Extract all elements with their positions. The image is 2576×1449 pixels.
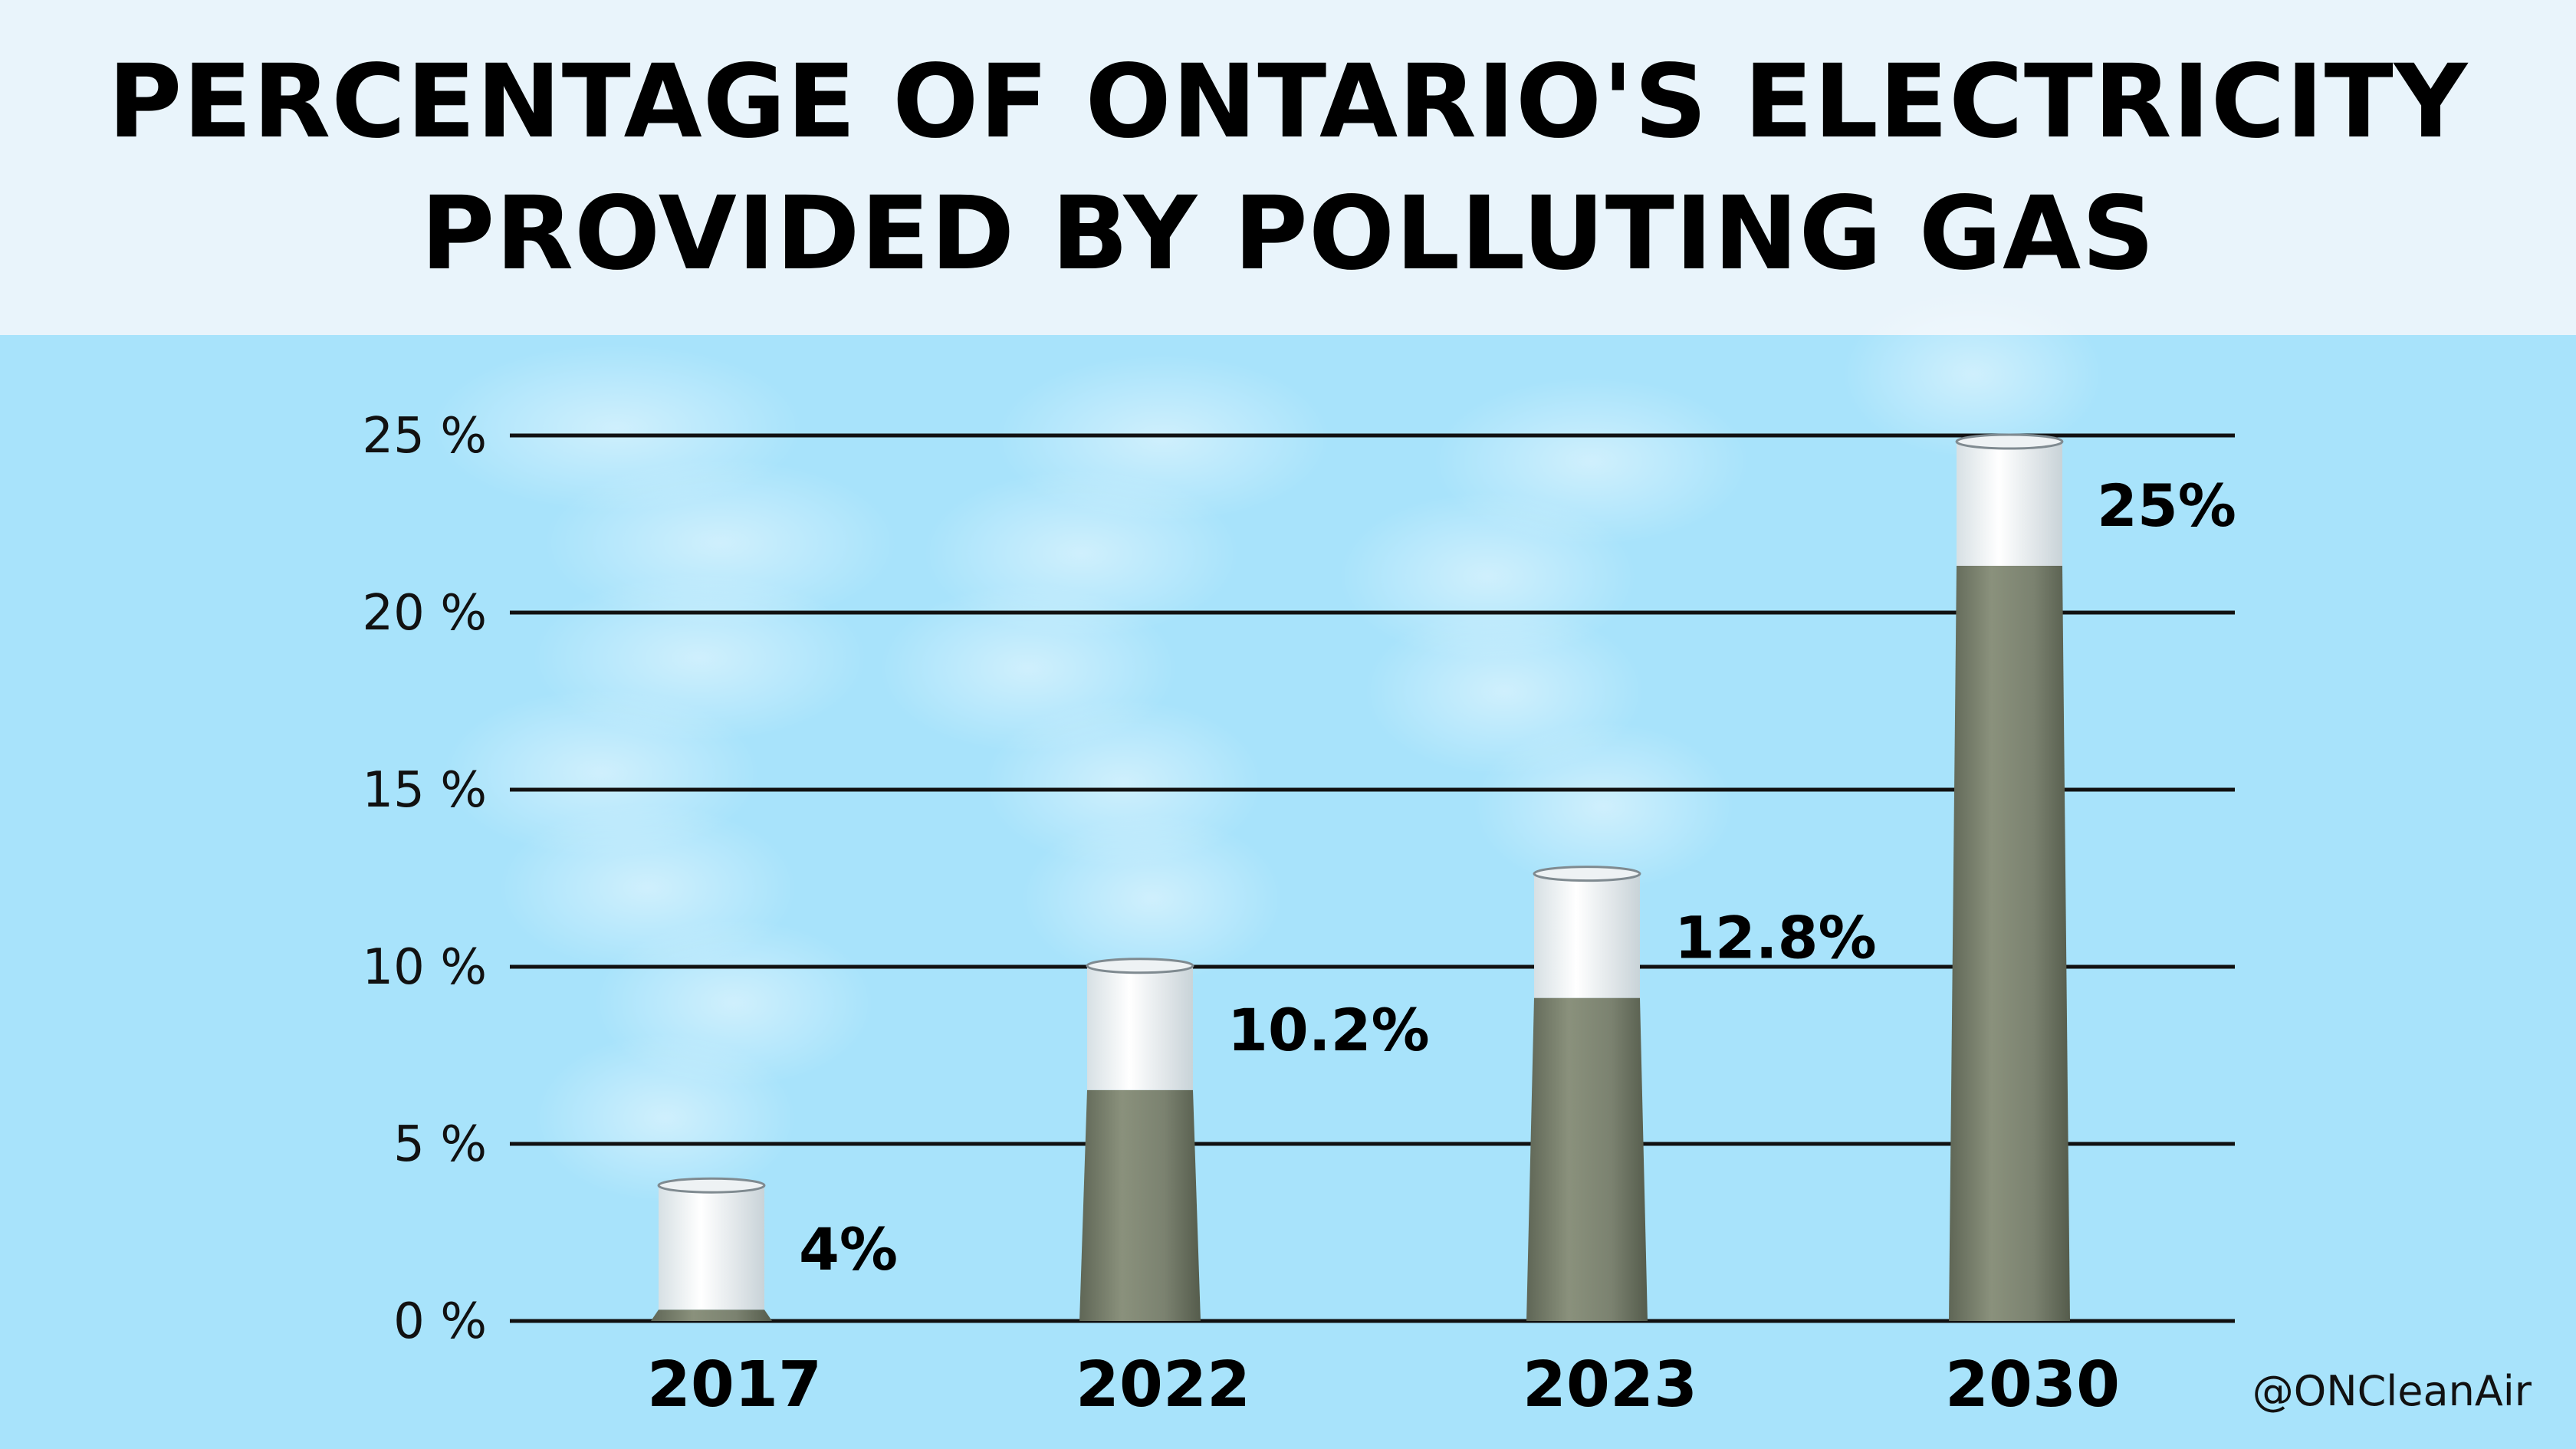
bar-2022: [1079, 958, 1201, 1321]
data-label: 12.8%: [1674, 904, 1877, 972]
y-tick-label: 25 %: [362, 408, 487, 465]
smokestack-cap: [1957, 442, 2062, 566]
x-category-label: 2030: [1945, 1349, 2120, 1421]
smoke-puff: [432, 343, 803, 513]
smokestack-rim: [657, 1177, 766, 1194]
bars: [651, 433, 2070, 1321]
smokestack-body: [1526, 997, 1648, 1321]
x-category-label: 2022: [1076, 1349, 1250, 1421]
header-banner: PERCENTAGE OF ONTARIO'S ELECTRICITY PROV…: [0, 0, 2576, 335]
x-category-label: 2017: [647, 1349, 822, 1421]
smokestack-rim: [1533, 866, 1641, 882]
smoke-puff: [995, 353, 1330, 523]
smoke-puff: [1842, 290, 2104, 458]
social-handle: @ONCleanAir: [2252, 1367, 2532, 1415]
smokestack-cap: [1087, 965, 1193, 1090]
smokestack-body: [651, 1309, 772, 1321]
data-label: 4%: [799, 1215, 898, 1283]
data-label: 25%: [2097, 472, 2236, 540]
data-labels: 4% 10.2% 12.8% 25%: [799, 472, 2236, 1283]
smoke-plumes: [432, 290, 2104, 1203]
x-category-label: 2023: [1523, 1349, 1697, 1421]
smokestack-body: [1949, 566, 2070, 1321]
smokestack-cap: [659, 1185, 764, 1310]
smokestack-cap: [1534, 873, 1640, 998]
smokestack-body: [1079, 1089, 1201, 1321]
x-axis-categories: 2017 2022 2023 2030: [647, 1349, 2120, 1421]
data-label: 10.2%: [1227, 996, 1430, 1064]
smoke-puff: [1433, 376, 1750, 546]
y-tick-label: 0 %: [393, 1293, 487, 1350]
y-axis-ticks: 0 % 5 % 10 % 15 % 20 % 25 %: [362, 408, 487, 1350]
gridlines: [510, 433, 2235, 1323]
bar-2023: [1526, 866, 1648, 1321]
chart-title-line-2: PROVIDED BY POLLUTING GAS: [420, 174, 2156, 293]
smokestack-rim: [1086, 958, 1194, 974]
smokestack-rim: [1955, 433, 2064, 450]
chart-title: PERCENTAGE OF ONTARIO'S ELECTRICITY PROV…: [108, 36, 2469, 300]
bar-2017: [651, 1177, 772, 1321]
y-tick-label: 10 %: [362, 939, 487, 996]
y-tick-label: 15 %: [362, 762, 487, 819]
y-tick-label: 5 %: [393, 1116, 487, 1173]
y-tick-label: 20 %: [362, 585, 487, 642]
chart-title-line-1: PERCENTAGE OF ONTARIO'S ELECTRICITY: [107, 42, 2469, 161]
bar-2030: [1949, 433, 2070, 1321]
